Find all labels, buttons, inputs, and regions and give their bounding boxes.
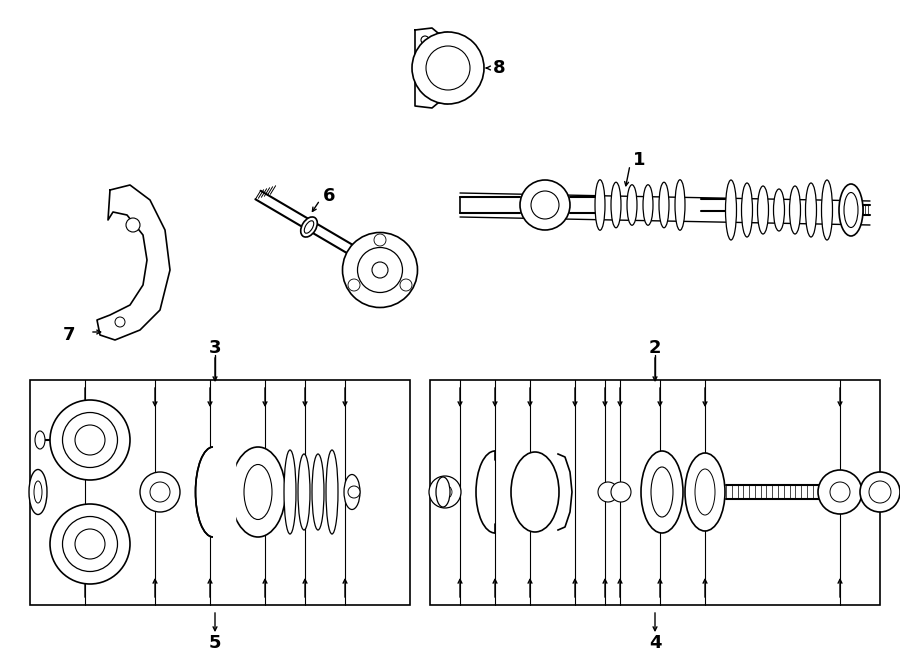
Text: 1: 1 — [633, 151, 645, 169]
Ellipse shape — [62, 412, 118, 467]
Circle shape — [429, 476, 461, 508]
Ellipse shape — [35, 431, 45, 449]
Ellipse shape — [344, 475, 360, 510]
Ellipse shape — [806, 183, 816, 237]
Ellipse shape — [773, 189, 785, 231]
Ellipse shape — [50, 504, 130, 584]
Circle shape — [860, 472, 900, 512]
Polygon shape — [415, 28, 438, 108]
Ellipse shape — [659, 182, 669, 228]
Ellipse shape — [695, 469, 715, 515]
Ellipse shape — [195, 447, 230, 537]
Bar — [213, 446, 235, 538]
Ellipse shape — [230, 447, 285, 537]
Ellipse shape — [839, 184, 863, 236]
Text: 3: 3 — [209, 339, 221, 357]
Bar — [430, 380, 880, 605]
Ellipse shape — [29, 469, 47, 514]
Ellipse shape — [595, 180, 605, 230]
Ellipse shape — [372, 262, 388, 278]
Ellipse shape — [611, 182, 621, 228]
Text: 7: 7 — [62, 326, 75, 344]
Ellipse shape — [34, 481, 42, 503]
Ellipse shape — [343, 233, 418, 307]
Ellipse shape — [651, 467, 673, 517]
Circle shape — [818, 470, 862, 514]
Circle shape — [140, 472, 180, 512]
Circle shape — [598, 482, 618, 502]
Text: 8: 8 — [493, 59, 506, 77]
Ellipse shape — [531, 191, 559, 219]
Ellipse shape — [62, 516, 118, 572]
Bar — [30, 380, 410, 605]
Ellipse shape — [357, 247, 402, 293]
Ellipse shape — [685, 453, 725, 531]
Ellipse shape — [725, 180, 736, 240]
Ellipse shape — [758, 186, 769, 234]
Circle shape — [426, 46, 470, 90]
Circle shape — [400, 279, 412, 291]
Circle shape — [421, 36, 429, 44]
Ellipse shape — [304, 221, 314, 233]
Circle shape — [611, 482, 631, 502]
Circle shape — [438, 485, 452, 499]
Text: 4: 4 — [649, 634, 662, 652]
Ellipse shape — [627, 185, 637, 225]
Circle shape — [115, 317, 125, 327]
Ellipse shape — [822, 180, 832, 240]
Ellipse shape — [326, 450, 338, 534]
Ellipse shape — [789, 186, 800, 234]
Ellipse shape — [75, 529, 105, 559]
Ellipse shape — [675, 180, 685, 230]
Ellipse shape — [511, 452, 559, 532]
Ellipse shape — [436, 477, 450, 507]
Ellipse shape — [312, 454, 324, 530]
Circle shape — [830, 482, 850, 502]
Circle shape — [126, 218, 140, 232]
Circle shape — [374, 234, 386, 246]
Text: 2: 2 — [649, 339, 662, 357]
Ellipse shape — [50, 400, 130, 480]
Ellipse shape — [742, 183, 752, 237]
Text: 5: 5 — [209, 634, 221, 652]
Circle shape — [412, 32, 484, 104]
Circle shape — [150, 482, 170, 502]
Ellipse shape — [244, 465, 272, 520]
Ellipse shape — [75, 425, 105, 455]
Ellipse shape — [298, 454, 310, 530]
Circle shape — [869, 481, 891, 503]
Ellipse shape — [301, 217, 318, 237]
Ellipse shape — [520, 180, 570, 230]
Text: 6: 6 — [323, 187, 336, 205]
Ellipse shape — [643, 185, 653, 225]
Ellipse shape — [844, 192, 858, 227]
Circle shape — [348, 279, 360, 291]
Ellipse shape — [284, 450, 296, 534]
Polygon shape — [97, 185, 170, 340]
Circle shape — [348, 486, 360, 498]
Polygon shape — [558, 454, 572, 530]
Ellipse shape — [641, 451, 683, 533]
